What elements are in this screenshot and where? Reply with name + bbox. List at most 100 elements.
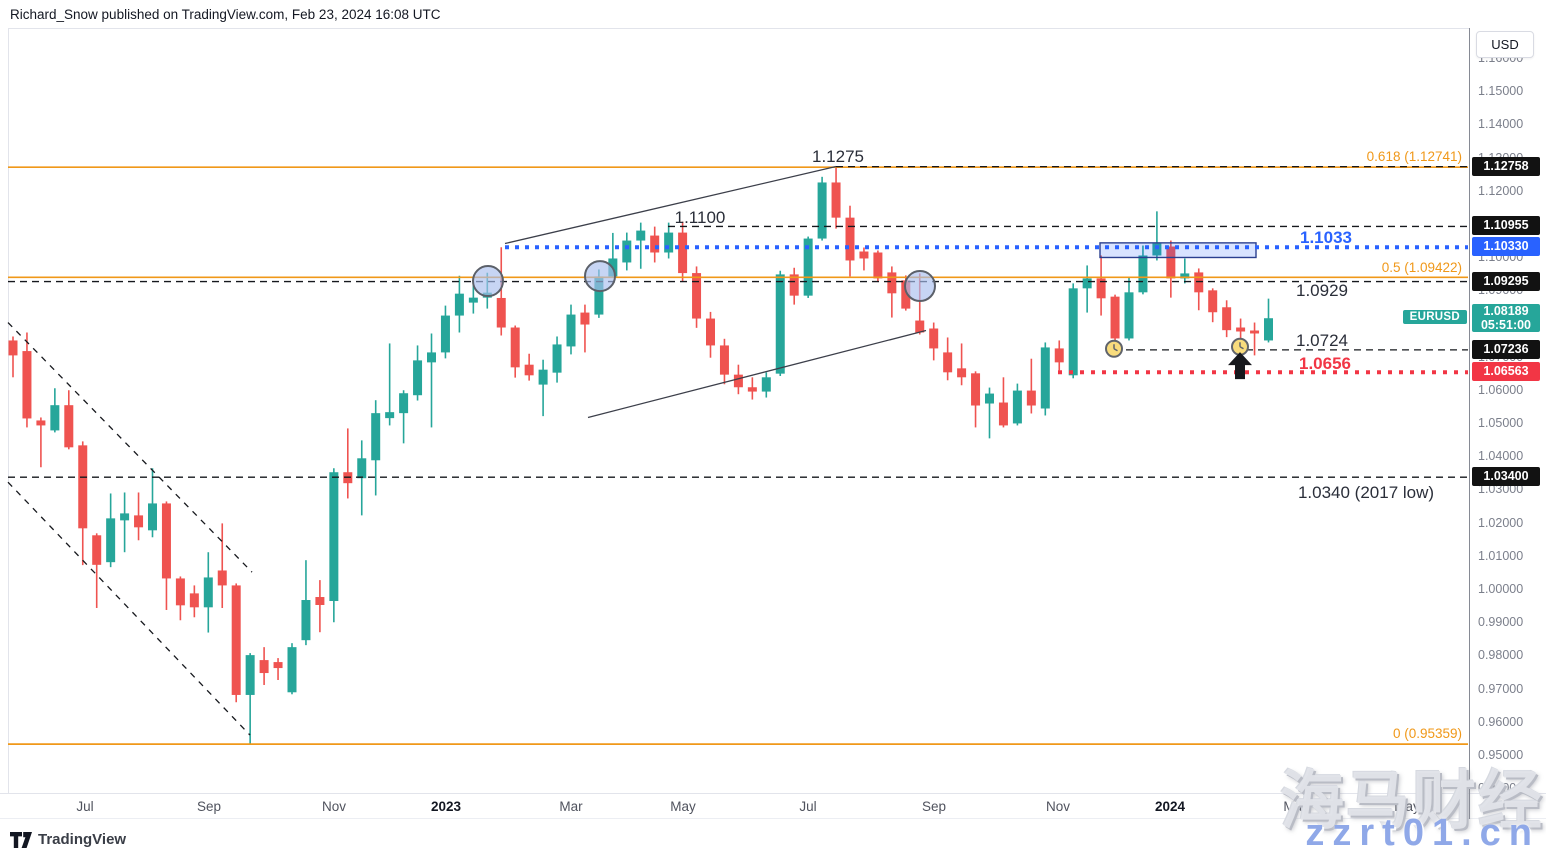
candle-body bbox=[203, 577, 213, 608]
candle-body bbox=[120, 513, 130, 521]
candle-body bbox=[1040, 347, 1050, 409]
candle-body bbox=[678, 232, 688, 274]
candle-body bbox=[78, 445, 88, 529]
candle-body bbox=[245, 655, 255, 695]
supply-zone-rect[interactable] bbox=[1099, 242, 1257, 259]
candle-body bbox=[36, 420, 46, 426]
plot-border-top bbox=[8, 28, 1469, 29]
currency-toggle-button[interactable]: USD bbox=[1476, 31, 1534, 58]
price-axis-border bbox=[1469, 28, 1470, 819]
candle-body bbox=[761, 377, 771, 392]
wedge-upper-trendline[interactable] bbox=[504, 165, 837, 245]
channel-lower-line[interactable] bbox=[7, 481, 251, 736]
candle-body bbox=[524, 364, 534, 376]
price-level-label: 1.12758 bbox=[1472, 156, 1540, 176]
candle-body bbox=[496, 297, 506, 328]
chart-label: 0 (0.95359) bbox=[1393, 726, 1462, 741]
price-level-label: 1.10955 bbox=[1472, 216, 1540, 236]
candle-body bbox=[803, 238, 813, 296]
price-tick: 1.00000 bbox=[1478, 582, 1524, 597]
candle-body bbox=[831, 182, 841, 218]
time-tick-jul: Jul bbox=[799, 799, 817, 814]
candle-body bbox=[468, 297, 478, 303]
candle-body bbox=[985, 393, 994, 404]
candle-body bbox=[566, 314, 576, 347]
price-tick: 1.05000 bbox=[1478, 416, 1524, 431]
candle-body bbox=[929, 328, 939, 349]
price-tick: 1.04000 bbox=[1478, 449, 1524, 464]
candle-body bbox=[161, 503, 171, 579]
candle-body bbox=[650, 235, 660, 253]
candle-body bbox=[887, 272, 897, 294]
up-arrow-annotation[interactable] bbox=[1228, 352, 1252, 380]
ellipse-highlight[interactable] bbox=[584, 260, 616, 293]
time-tick-2023: 2023 bbox=[430, 799, 462, 814]
watermark-url: zzrt01.cn bbox=[1305, 812, 1540, 854]
chart-label: 1.0929 bbox=[1296, 281, 1348, 300]
candle-body bbox=[287, 647, 297, 693]
candle-body bbox=[1096, 278, 1106, 299]
candle-body bbox=[706, 318, 715, 346]
price-tick: 0.96000 bbox=[1478, 714, 1524, 729]
price-tick: 0.97000 bbox=[1478, 681, 1524, 696]
attribution-text: Richard_Snow published on TradingView.co… bbox=[10, 7, 441, 22]
candle-body bbox=[733, 374, 743, 388]
candle-body bbox=[217, 570, 227, 586]
candle-body bbox=[1250, 330, 1260, 334]
watermark-text: 海马财经 bbox=[1280, 765, 1544, 837]
current-price-label: 1.08189 05:51:00 bbox=[1472, 304, 1540, 333]
candle-body bbox=[357, 458, 367, 479]
candle-body bbox=[1124, 292, 1134, 339]
price-tick: 1.12000 bbox=[1478, 183, 1524, 198]
time-tick-mar: Mar bbox=[1283, 799, 1307, 814]
candle-body bbox=[636, 230, 646, 241]
channel-upper-line[interactable] bbox=[7, 322, 253, 573]
tradingview-logo-text: TradingView bbox=[38, 831, 127, 848]
time-tick-sep: Sep bbox=[196, 799, 222, 814]
candle-body bbox=[594, 276, 604, 315]
price-level-label: 1.06563 bbox=[1472, 362, 1540, 382]
candle-body bbox=[859, 251, 869, 259]
price-tick: 1.06000 bbox=[1478, 382, 1524, 397]
candle-body bbox=[1264, 318, 1273, 341]
candle-body bbox=[552, 344, 562, 373]
candle-body bbox=[259, 660, 269, 674]
price-level-label: 1.07236 bbox=[1472, 339, 1540, 359]
chart-label: 1.0724 bbox=[1296, 331, 1348, 350]
ellipse-highlight[interactable] bbox=[904, 270, 936, 303]
price-tick: 0.95000 bbox=[1478, 748, 1524, 763]
symbol-price-tag: EURUSD bbox=[1402, 310, 1467, 325]
candle-body bbox=[692, 273, 702, 319]
candle-body bbox=[134, 515, 144, 528]
candle-body bbox=[845, 217, 855, 261]
candle-body bbox=[957, 368, 967, 378]
candle-body bbox=[301, 600, 311, 641]
candle-body bbox=[510, 327, 520, 368]
candle-body bbox=[901, 280, 911, 309]
time-tick-nov: Nov bbox=[321, 799, 346, 814]
ellipse-highlight[interactable] bbox=[472, 265, 504, 298]
wedge-lower-trendline[interactable] bbox=[587, 329, 927, 419]
candles bbox=[8, 167, 1273, 745]
candle-body bbox=[664, 232, 674, 253]
time-tick-may: May bbox=[670, 799, 696, 814]
clock-icon[interactable] bbox=[1231, 337, 1249, 356]
chart-label: 1.0656 bbox=[1299, 354, 1351, 373]
price-level-label: 1.03400 bbox=[1472, 467, 1540, 487]
tradingview-logo[interactable]: TradingView bbox=[10, 831, 126, 848]
time-tick-sep: Sep bbox=[921, 799, 947, 814]
candle-body bbox=[915, 320, 925, 333]
candle-body bbox=[1054, 348, 1064, 363]
time-axis-separator bbox=[0, 793, 1546, 794]
candle-body bbox=[1166, 246, 1176, 279]
price-tick: 1.15000 bbox=[1478, 84, 1524, 99]
clock-icon[interactable] bbox=[1105, 339, 1123, 358]
candle-body bbox=[622, 240, 632, 263]
price-tick: 0.99000 bbox=[1478, 615, 1524, 630]
candle-body bbox=[315, 597, 325, 605]
candle-body bbox=[1012, 390, 1022, 424]
chart-label: 0.618 (1.12741) bbox=[1367, 149, 1462, 164]
candle-body bbox=[747, 387, 757, 392]
price-tick: 1.14000 bbox=[1478, 117, 1524, 132]
